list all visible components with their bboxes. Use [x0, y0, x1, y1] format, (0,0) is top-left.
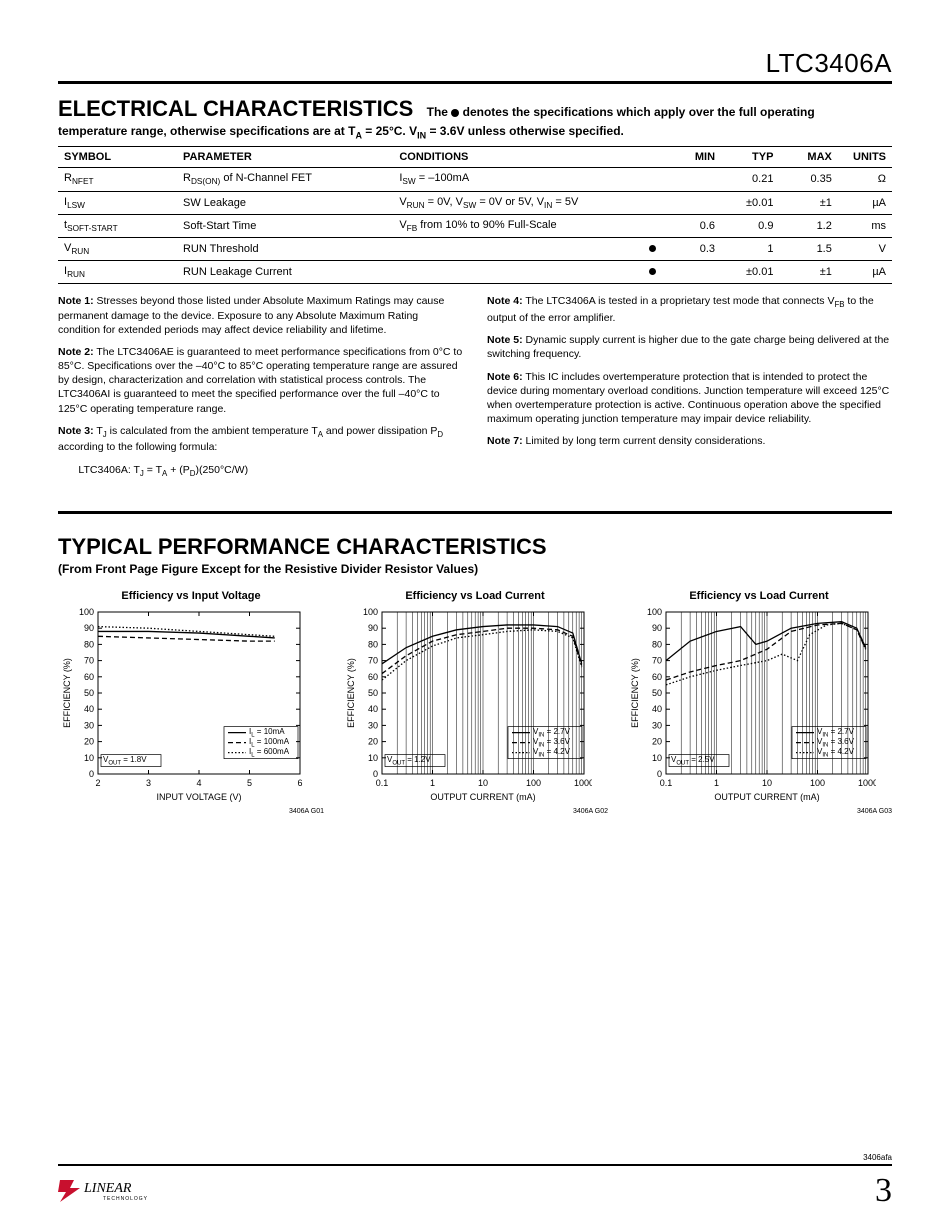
- notes-columns: Note 1: Stresses beyond those listed und…: [58, 294, 892, 487]
- table-row: tSOFT-STARTSoft-Start TimeVFB from 10% t…: [58, 214, 892, 237]
- svg-text:100: 100: [810, 778, 825, 788]
- svg-text:70: 70: [84, 656, 94, 666]
- chart: Efficiency vs Input Voltage0102030405060…: [58, 590, 324, 815]
- page-footer: 3406afa LINEAR TECHNOLOGY 3: [58, 1153, 892, 1210]
- part-number: LTC3406A: [58, 48, 892, 79]
- svg-text:50: 50: [652, 688, 662, 698]
- notes-right: Note 4: The LTC3406A is tested in a prop…: [487, 294, 892, 487]
- svg-text:6: 6: [297, 778, 302, 788]
- svg-text:TECHNOLOGY: TECHNOLOGY: [103, 1196, 148, 1202]
- svg-text:90: 90: [368, 624, 378, 634]
- svg-text:1: 1: [714, 778, 719, 788]
- svg-text:0.1: 0.1: [660, 778, 673, 788]
- svg-text:30: 30: [652, 721, 662, 731]
- svg-text:LINEAR: LINEAR: [83, 1181, 132, 1196]
- svg-text:10: 10: [652, 753, 662, 763]
- svg-text:30: 30: [84, 721, 94, 731]
- svg-text:80: 80: [84, 640, 94, 650]
- svg-text:70: 70: [368, 656, 378, 666]
- table-header: TYP: [721, 147, 779, 168]
- chart: Efficiency vs Load Current01020304050607…: [342, 590, 608, 815]
- section2-sub: (From Front Page Figure Except for the R…: [58, 562, 892, 576]
- svg-text:10: 10: [368, 753, 378, 763]
- section-divider: [58, 511, 892, 514]
- svg-text:90: 90: [652, 624, 662, 634]
- svg-text:5: 5: [247, 778, 252, 788]
- table-header: MIN: [663, 147, 721, 168]
- svg-text:20: 20: [368, 737, 378, 747]
- svg-text:0.1: 0.1: [376, 778, 389, 788]
- table-header: SYMBOL: [58, 147, 177, 168]
- svg-text:EFFICIENCY (%): EFFICIENCY (%): [346, 658, 356, 728]
- svg-text:4: 4: [196, 778, 201, 788]
- svg-text:20: 20: [84, 737, 94, 747]
- svg-text:30: 30: [368, 721, 378, 731]
- svg-text:100: 100: [647, 607, 662, 617]
- svg-text:20: 20: [652, 737, 662, 747]
- svg-text:10: 10: [762, 778, 772, 788]
- svg-text:OUTPUT CURRENT (mA): OUTPUT CURRENT (mA): [714, 792, 819, 802]
- chart: Efficiency vs Load Current01020304050607…: [626, 590, 892, 815]
- svg-text:1: 1: [430, 778, 435, 788]
- svg-text:80: 80: [652, 640, 662, 650]
- svg-text:80: 80: [368, 640, 378, 650]
- table-header: MAX: [779, 147, 837, 168]
- table-header: UNITS: [838, 147, 892, 168]
- svg-text:1000: 1000: [574, 778, 592, 788]
- spec-table: SYMBOLPARAMETERCONDITIONSMINTYPMAXUNITS …: [58, 146, 892, 284]
- notes-left: Note 1: Stresses beyond those listed und…: [58, 294, 463, 487]
- table-header: [642, 147, 663, 168]
- svg-text:50: 50: [368, 688, 378, 698]
- svg-text:10: 10: [478, 778, 488, 788]
- svg-text:OUTPUT CURRENT (mA): OUTPUT CURRENT (mA): [430, 792, 535, 802]
- svg-text:50: 50: [84, 688, 94, 698]
- svg-text:3: 3: [146, 778, 151, 788]
- svg-text:90: 90: [84, 624, 94, 634]
- svg-text:2: 2: [95, 778, 100, 788]
- charts-row: Efficiency vs Input Voltage0102030405060…: [58, 590, 892, 815]
- svg-text:40: 40: [652, 705, 662, 715]
- table-row: VRUNRUN Threshold0.311.5V: [58, 237, 892, 260]
- svg-text:60: 60: [368, 672, 378, 682]
- section1-conditions: temperature range, otherwise specificati…: [58, 124, 892, 140]
- linear-logo: LINEAR TECHNOLOGY: [58, 1178, 188, 1204]
- svg-text:60: 60: [652, 672, 662, 682]
- svg-text:40: 40: [368, 705, 378, 715]
- svg-text:INPUT VOLTAGE (V): INPUT VOLTAGE (V): [156, 792, 241, 802]
- bullet-icon: [451, 109, 459, 117]
- section2-title: TYPICAL PERFORMANCE CHARACTERISTICS: [58, 534, 892, 560]
- svg-text:EFFICIENCY (%): EFFICIENCY (%): [630, 658, 640, 728]
- svg-text:70: 70: [652, 656, 662, 666]
- svg-text:0: 0: [89, 769, 94, 779]
- page-number: 3: [875, 1172, 892, 1210]
- table-header: CONDITIONS: [393, 147, 642, 168]
- header-rule: [58, 81, 892, 84]
- section1-header: ELECTRICAL CHARACTERISTICS The denotes t…: [58, 96, 892, 122]
- svg-text:1000: 1000: [858, 778, 876, 788]
- section1-title: ELECTRICAL CHARACTERISTICS: [58, 96, 413, 121]
- table-row: ILSWSW LeakageVRUN = 0V, VSW = 0V or 5V,…: [58, 191, 892, 214]
- svg-text:10: 10: [84, 753, 94, 763]
- svg-text:EFFICIENCY (%): EFFICIENCY (%): [62, 658, 72, 728]
- svg-text:100: 100: [526, 778, 541, 788]
- table-row: RNFETRDS(ON) of N-Channel FETISW = –100m…: [58, 168, 892, 191]
- section1-sub: The denotes the specifications which app…: [427, 105, 815, 119]
- svg-text:40: 40: [84, 705, 94, 715]
- svg-text:60: 60: [84, 672, 94, 682]
- svg-text:100: 100: [363, 607, 378, 617]
- svg-text:100: 100: [79, 607, 94, 617]
- table-row: IRUNRUN Leakage Current±0.01±1µA: [58, 261, 892, 284]
- table-header: PARAMETER: [177, 147, 393, 168]
- footer-code: 3406afa: [58, 1153, 892, 1162]
